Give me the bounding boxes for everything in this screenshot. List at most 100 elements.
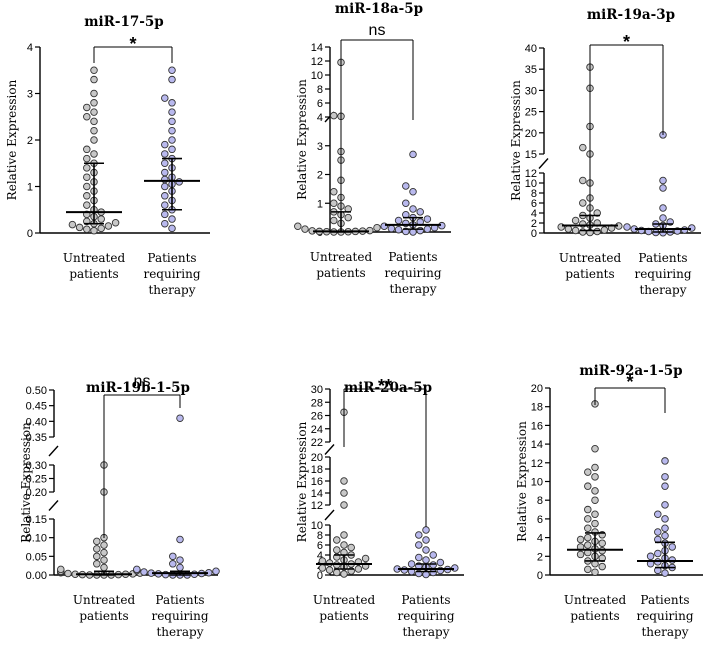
data-point	[402, 182, 410, 190]
data-point	[661, 501, 669, 509]
data-point	[659, 214, 667, 222]
data-point	[318, 564, 327, 572]
data-point	[422, 536, 430, 544]
data-point	[168, 126, 176, 135]
x-category-label: requiring	[397, 609, 454, 623]
x-category-label: Untreated	[564, 593, 627, 607]
y-tick-label: 0.15	[26, 514, 47, 526]
data-point	[593, 227, 601, 236]
significance-label: **	[378, 376, 392, 396]
panel-mir-92a-1-5p: miR-92a-1-5p Relative Expression 0 2 4 6 8 10 12…	[515, 363, 703, 639]
y-tick-label: 10	[311, 70, 323, 82]
data-point	[100, 563, 108, 572]
data-point	[140, 568, 148, 576]
data-point	[93, 537, 101, 546]
y-tick-label: 3	[27, 89, 33, 101]
data-point	[661, 531, 669, 540]
y-tick-label: 0.30	[26, 460, 47, 472]
x-category-label: requiring	[634, 267, 691, 281]
data-point	[83, 154, 91, 163]
y-tick-label: 0.10	[26, 533, 47, 545]
data-point	[584, 524, 592, 533]
data-point	[423, 225, 432, 233]
axis-break-mark	[324, 509, 335, 521]
data-point	[161, 168, 169, 177]
y-tick-label: 14	[311, 488, 323, 500]
data-point	[584, 541, 592, 549]
y-axis-label: Relative Expression	[509, 80, 523, 201]
x-category-label: Patients	[638, 251, 687, 265]
data-point	[423, 215, 432, 223]
data-point	[654, 528, 662, 536]
data-point	[416, 208, 424, 216]
y-tick-label: 6	[317, 98, 323, 110]
data-point	[340, 531, 348, 539]
y-tick-label: 6	[317, 540, 323, 552]
data-point	[330, 199, 338, 207]
data-point	[661, 515, 669, 523]
data-point	[333, 568, 341, 577]
panel-title: miR-20a-5p	[344, 380, 432, 396]
data-point	[330, 187, 338, 196]
y-tick-label: 8	[531, 188, 537, 200]
data-point	[294, 222, 302, 230]
data-point	[190, 570, 199, 579]
significance-label: *	[129, 34, 136, 54]
data-point	[422, 556, 430, 564]
data-point	[340, 570, 348, 578]
y-tick-label: 12	[311, 56, 323, 68]
x-category-label: Untreated	[559, 251, 622, 265]
data-point	[584, 533, 592, 542]
data-point	[97, 224, 105, 233]
y-tick-label: 0.35	[26, 432, 47, 444]
data-point	[83, 145, 91, 154]
data-point	[429, 568, 437, 577]
data-point	[176, 535, 184, 544]
x-category-label: patients	[316, 266, 365, 280]
data-point	[584, 515, 592, 523]
x-category-label: Untreated	[63, 251, 126, 265]
y-axis-label: Relative Expression	[515, 421, 529, 542]
y-tick-label: 4	[317, 550, 323, 562]
data-point	[168, 75, 176, 84]
data-point	[169, 560, 177, 568]
y-tick-label: 1	[317, 198, 323, 210]
data-point	[83, 201, 91, 209]
x-category-label: Patients	[147, 251, 196, 265]
data-point	[646, 552, 655, 561]
y-tick-label: 2	[317, 170, 323, 182]
data-point	[661, 524, 669, 533]
axis-break-mark	[48, 500, 59, 511]
data-point	[584, 482, 592, 490]
data-point	[659, 176, 667, 185]
data-point	[409, 187, 417, 196]
y-tick-label: 8	[317, 84, 323, 96]
data-point	[161, 94, 169, 102]
y-tick-label: 12	[311, 500, 323, 512]
data-point	[661, 473, 669, 481]
y-tick-label: 3	[317, 141, 323, 153]
significance-label: *	[626, 372, 633, 392]
y-tick-label: 1	[27, 182, 33, 194]
data-point	[168, 215, 176, 223]
data-point	[90, 136, 98, 144]
data-point	[90, 150, 98, 158]
y-tick-label: 4	[531, 208, 537, 220]
data-point	[161, 201, 169, 209]
data-point	[57, 565, 65, 574]
x-category-label: Untreated	[313, 593, 376, 607]
x-category-label: therapy	[148, 283, 195, 297]
y-tick-label: 12	[525, 168, 537, 180]
data-point	[330, 216, 338, 225]
y-tick-label: 12	[531, 458, 543, 470]
data-point	[100, 541, 108, 549]
y-tick-label: 6	[531, 198, 537, 210]
data-point	[654, 510, 662, 518]
x-category-label: therapy	[402, 625, 449, 639]
data-point	[579, 228, 587, 236]
y-axis-label: Relative Expression	[295, 79, 309, 200]
data-point	[325, 566, 334, 574]
data-point	[176, 414, 184, 422]
data-point	[83, 182, 91, 191]
